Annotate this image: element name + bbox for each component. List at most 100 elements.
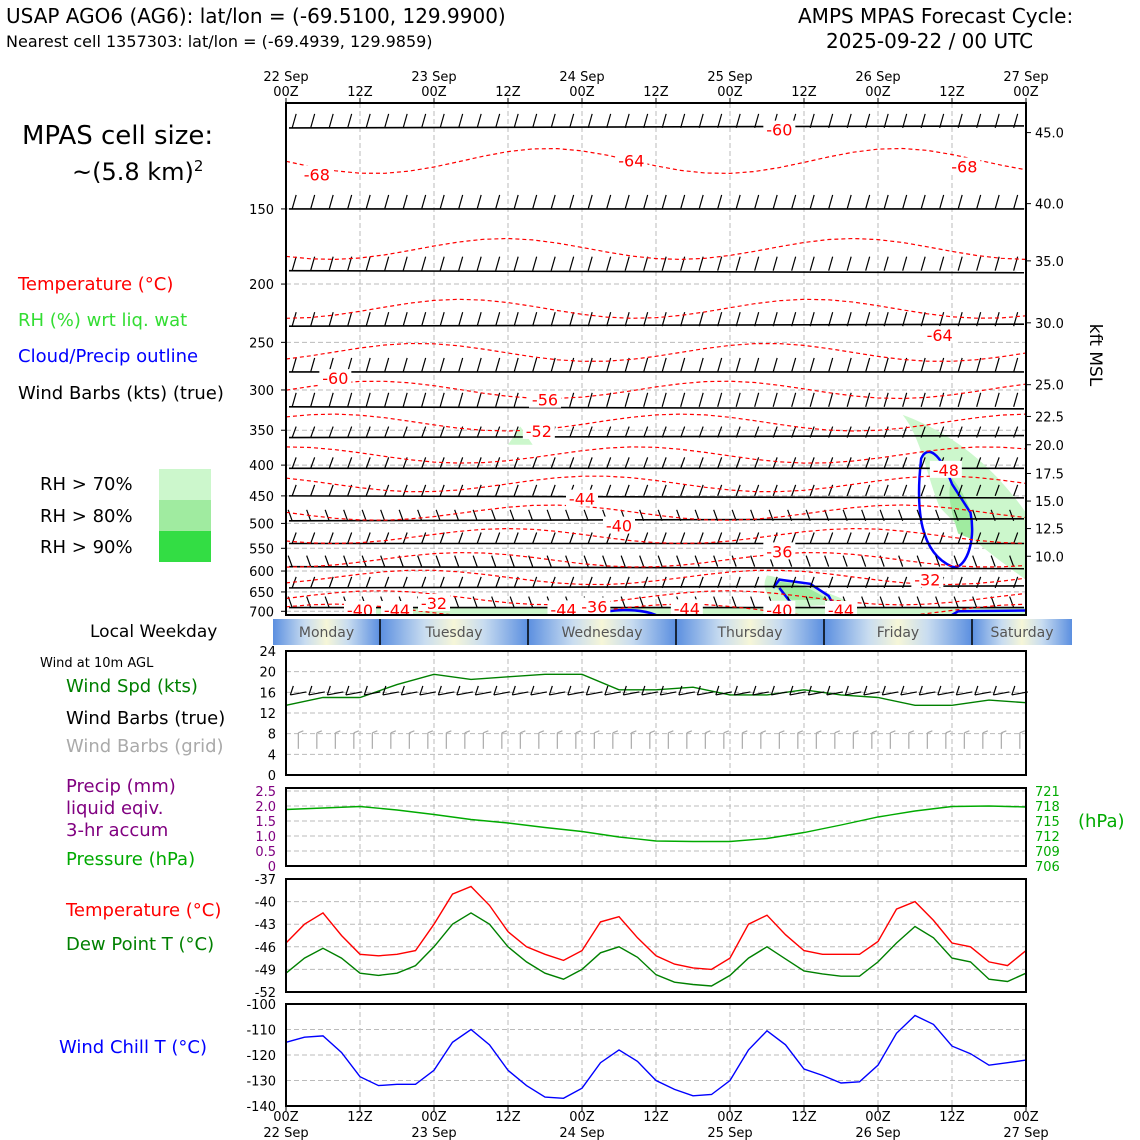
- wind-barb: [310, 426, 316, 438]
- wind-barb: [772, 532, 778, 544]
- grid-wind-barb: [779, 730, 785, 734]
- wind-barb: [883, 194, 889, 210]
- bottom-xtick-hour: 00Z: [569, 1110, 595, 1125]
- wind-barb: [717, 457, 723, 469]
- windchill-panel-ytick-label: -130: [246, 1075, 276, 1090]
- wind-barb: [643, 392, 649, 407]
- wind-barb: [976, 457, 982, 469]
- wind-barb: [879, 596, 885, 608]
- wind-barb: [990, 509, 996, 521]
- wind-barb: [735, 484, 741, 497]
- surface-wind-barb: [363, 685, 368, 696]
- wind-barb: [380, 555, 386, 567]
- surface-wind-barb: [882, 691, 899, 696]
- wind-barb-staff-row: [288, 125, 1025, 129]
- surface-wind-barb: [327, 691, 344, 696]
- wind-barb: [587, 194, 593, 210]
- wind-barb: [402, 312, 408, 327]
- wind-barb: [624, 426, 630, 438]
- wind-barb: [583, 509, 589, 521]
- surface-wind-barb: [844, 685, 849, 696]
- temperature-label-bg: [566, 489, 598, 507]
- wind-barb: [754, 113, 760, 129]
- grid-wind-barb: [760, 730, 767, 734]
- wind-barb: [384, 194, 390, 210]
- temp-panel-ytick-label: -49: [255, 963, 276, 978]
- wind-barb: [768, 509, 774, 521]
- wind-barb: [791, 426, 797, 438]
- wind-barb: [1013, 484, 1019, 497]
- wind-barb: [861, 596, 867, 608]
- surface-wind-barb: [807, 685, 812, 696]
- xsection-xtick-hour: 00Z: [421, 85, 447, 100]
- wind-barb: [994, 392, 1000, 407]
- xsection-right-tick-label: 35.0: [1035, 255, 1064, 270]
- wind-barb: [550, 256, 556, 271]
- wind-barb: [624, 532, 630, 544]
- legend-barbs-grid: Wind Barbs (grid): [66, 736, 224, 757]
- wind-barb: [842, 555, 848, 567]
- surface-wind-barb: [826, 685, 831, 696]
- surface-wind-barb: [530, 691, 547, 696]
- xsection-ytick-label: 350: [249, 424, 274, 439]
- wind-panel-frame: [285, 650, 1027, 776]
- wind-barb: [365, 113, 371, 129]
- wind-barb: [828, 392, 834, 407]
- wind-barb: [606, 457, 612, 469]
- weekday-cell: [528, 619, 676, 645]
- wind-barb-staff-row: [288, 434, 1025, 439]
- wind-barb: [957, 256, 963, 271]
- wind-barb: [291, 484, 297, 497]
- wind-barb: [509, 509, 515, 521]
- xsection-xtick-day: 23 Sep: [411, 70, 456, 85]
- surface-wind-barb: [623, 691, 640, 696]
- temp-panel-frame: [285, 878, 1027, 993]
- surface-wind-barb: [900, 685, 905, 696]
- wind-barb: [347, 312, 353, 327]
- wind-barb: [606, 256, 612, 271]
- wind-barb: [976, 392, 982, 407]
- temperature-contour: [286, 147, 1026, 175]
- grid-wind-barb: [890, 730, 896, 734]
- surface-wind-barb: [604, 685, 609, 696]
- grid-wind-barb: [353, 730, 360, 734]
- pressure-ytick-label: 721: [1035, 785, 1060, 800]
- grid-wind-barb: [483, 730, 489, 734]
- bottom-xtick-day: 23 Sep: [411, 1126, 456, 1140]
- bottom-xtick-hour: 12Z: [791, 1110, 817, 1125]
- bottom-xtick-day: 25 Sep: [707, 1126, 752, 1140]
- wind-barb: [509, 596, 515, 608]
- wind-barb: [883, 357, 889, 373]
- wind-barb: [291, 426, 297, 438]
- surface-wind-barb: [937, 685, 942, 696]
- wind-barb: [624, 576, 630, 589]
- wind-barb: [957, 576, 963, 589]
- wind-barb: [384, 457, 390, 469]
- precip-panel-frame: [285, 787, 1027, 867]
- wind-barb: [976, 426, 982, 438]
- wind-barb: [883, 484, 889, 497]
- surface-wind-barb: [382, 685, 387, 696]
- wind-barb: [713, 555, 719, 567]
- xsection-ytick-label: 550: [249, 542, 274, 557]
- wind-barb: [713, 509, 719, 521]
- surface-wind-barb: [697, 691, 714, 696]
- windchill-panel-ytick-label: -110: [246, 1024, 276, 1039]
- wind-barb: [846, 426, 852, 438]
- wind-barb: [713, 596, 719, 608]
- wind-panel-ytick-label: 12: [259, 707, 276, 722]
- wind-barb: [976, 484, 982, 497]
- surface-wind-barb: [771, 691, 788, 696]
- wind-barb: [495, 484, 501, 497]
- wind-barb: [417, 555, 423, 567]
- temperature-contour-label: -44: [550, 600, 576, 619]
- grid-wind-barb: [834, 730, 841, 734]
- wind-barb: [902, 426, 908, 438]
- wind-barb: [550, 357, 556, 373]
- wind-barb: [402, 426, 408, 438]
- wind-barb: [916, 596, 922, 608]
- weekday-label: Wednesday: [561, 625, 642, 641]
- bottom-xtick-day: 24 Sep: [559, 1126, 604, 1140]
- wind-barb: [454, 555, 460, 567]
- wind-barb: [587, 113, 593, 129]
